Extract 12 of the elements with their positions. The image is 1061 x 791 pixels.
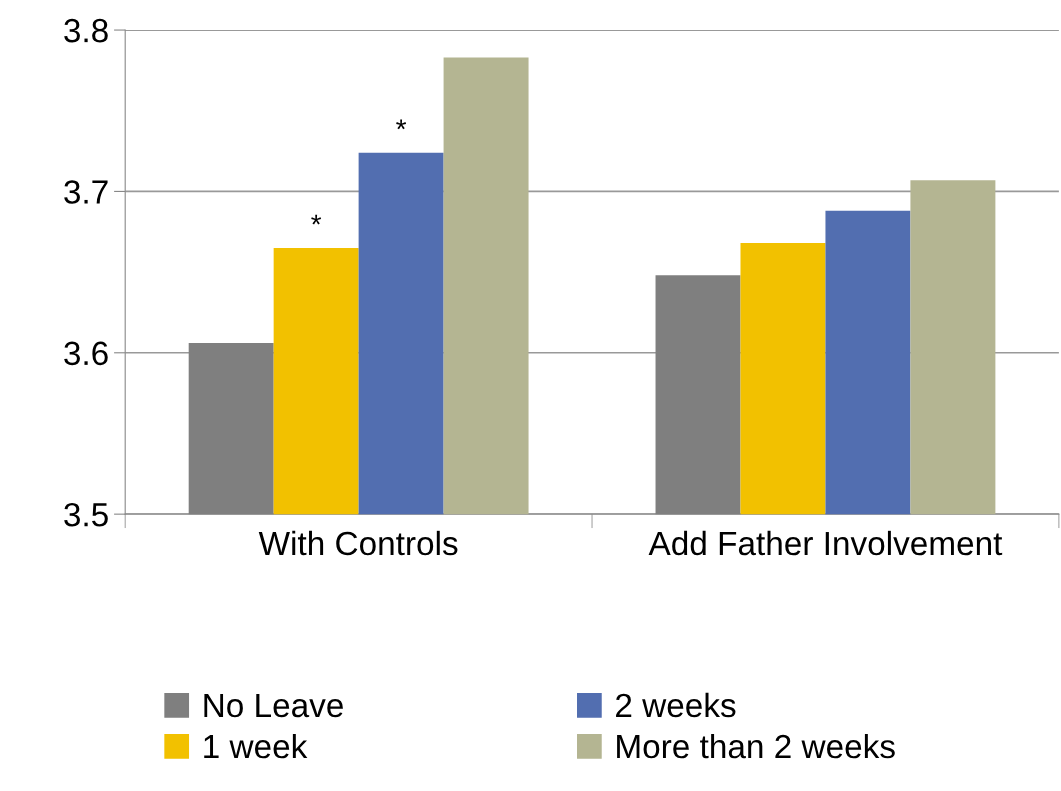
y-tick-label: 3.8	[64, 18, 108, 43]
x-tick-label: With Controls	[258, 530, 458, 556]
legend-label: No Leave	[204, 694, 343, 718]
annotation: *	[311, 214, 322, 225]
legend-label: More than 2 weeks	[617, 733, 895, 759]
legend-label: 1 week	[204, 733, 308, 759]
y-tick-label: 3.6	[64, 341, 108, 366]
y-tick-label: 3.5	[64, 502, 108, 527]
annotation: *	[396, 119, 407, 130]
y-tick-label: 3.7	[64, 180, 108, 204]
x-tick-label: Add Father Involvement	[648, 530, 1003, 556]
legend-label: 2 weeks	[616, 692, 736, 718]
